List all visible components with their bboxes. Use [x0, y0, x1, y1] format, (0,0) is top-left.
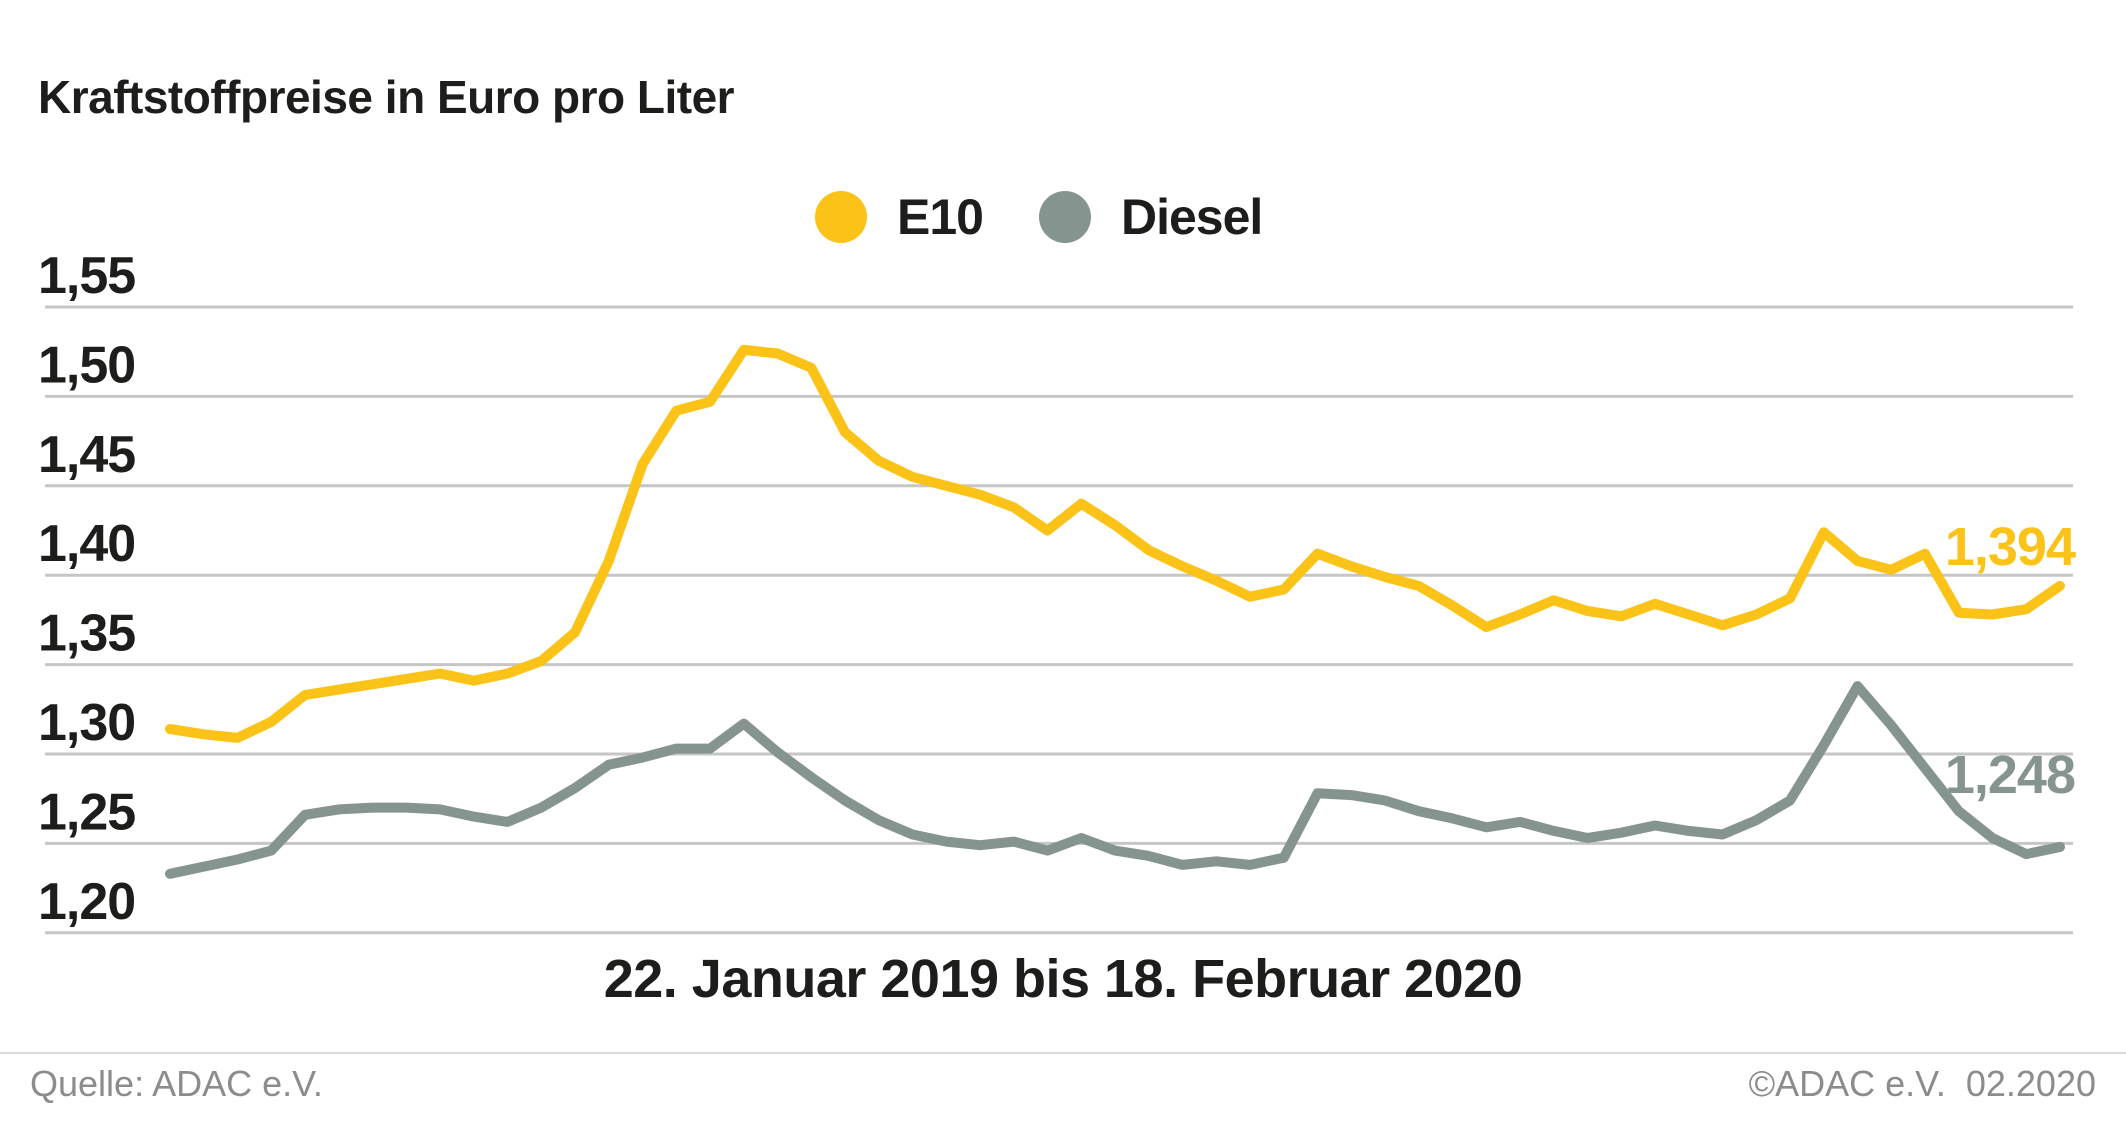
legend-item-e10: E10 — [815, 188, 984, 246]
y-tick-label: 1,55 — [38, 247, 135, 305]
e10-end-value-label: 1,394 — [1944, 517, 2076, 577]
footer-divider — [0, 1052, 2126, 1054]
e10-dot-icon — [815, 191, 867, 243]
legend-item-diesel: Diesel — [1038, 188, 1263, 246]
legend-label-diesel: Diesel — [1120, 189, 1263, 245]
legend: E10 Diesel — [815, 188, 1263, 246]
x-axis-range-label: 22. Januar 2019 bis 18. Februar 2020 — [603, 949, 1523, 1009]
legend-label-e10: E10 — [897, 189, 984, 245]
y-tick-label: 1,30 — [38, 694, 135, 752]
diesel-end-value-label: 1,248 — [1944, 745, 2076, 805]
diesel-line — [165, 681, 2065, 879]
y-tick-label: 1,45 — [38, 426, 135, 484]
e10-line — [165, 344, 2065, 743]
y-tick-label: 1,35 — [38, 605, 135, 663]
page-title: Kraftstoffpreise in Euro pro Liter — [38, 71, 735, 123]
y-tick-label: 1,40 — [38, 515, 135, 573]
y-tick-label: 1,50 — [38, 336, 135, 394]
y-tick-label: 1,25 — [38, 783, 135, 841]
y-tick-label: 1,20 — [38, 873, 135, 931]
diesel-dot-icon — [1038, 191, 1091, 243]
copyright-credit: ©ADAC e.V. 02.2020 — [1748, 1063, 2096, 1104]
source-credit: Quelle: ADAC e.V. — [30, 1063, 323, 1104]
